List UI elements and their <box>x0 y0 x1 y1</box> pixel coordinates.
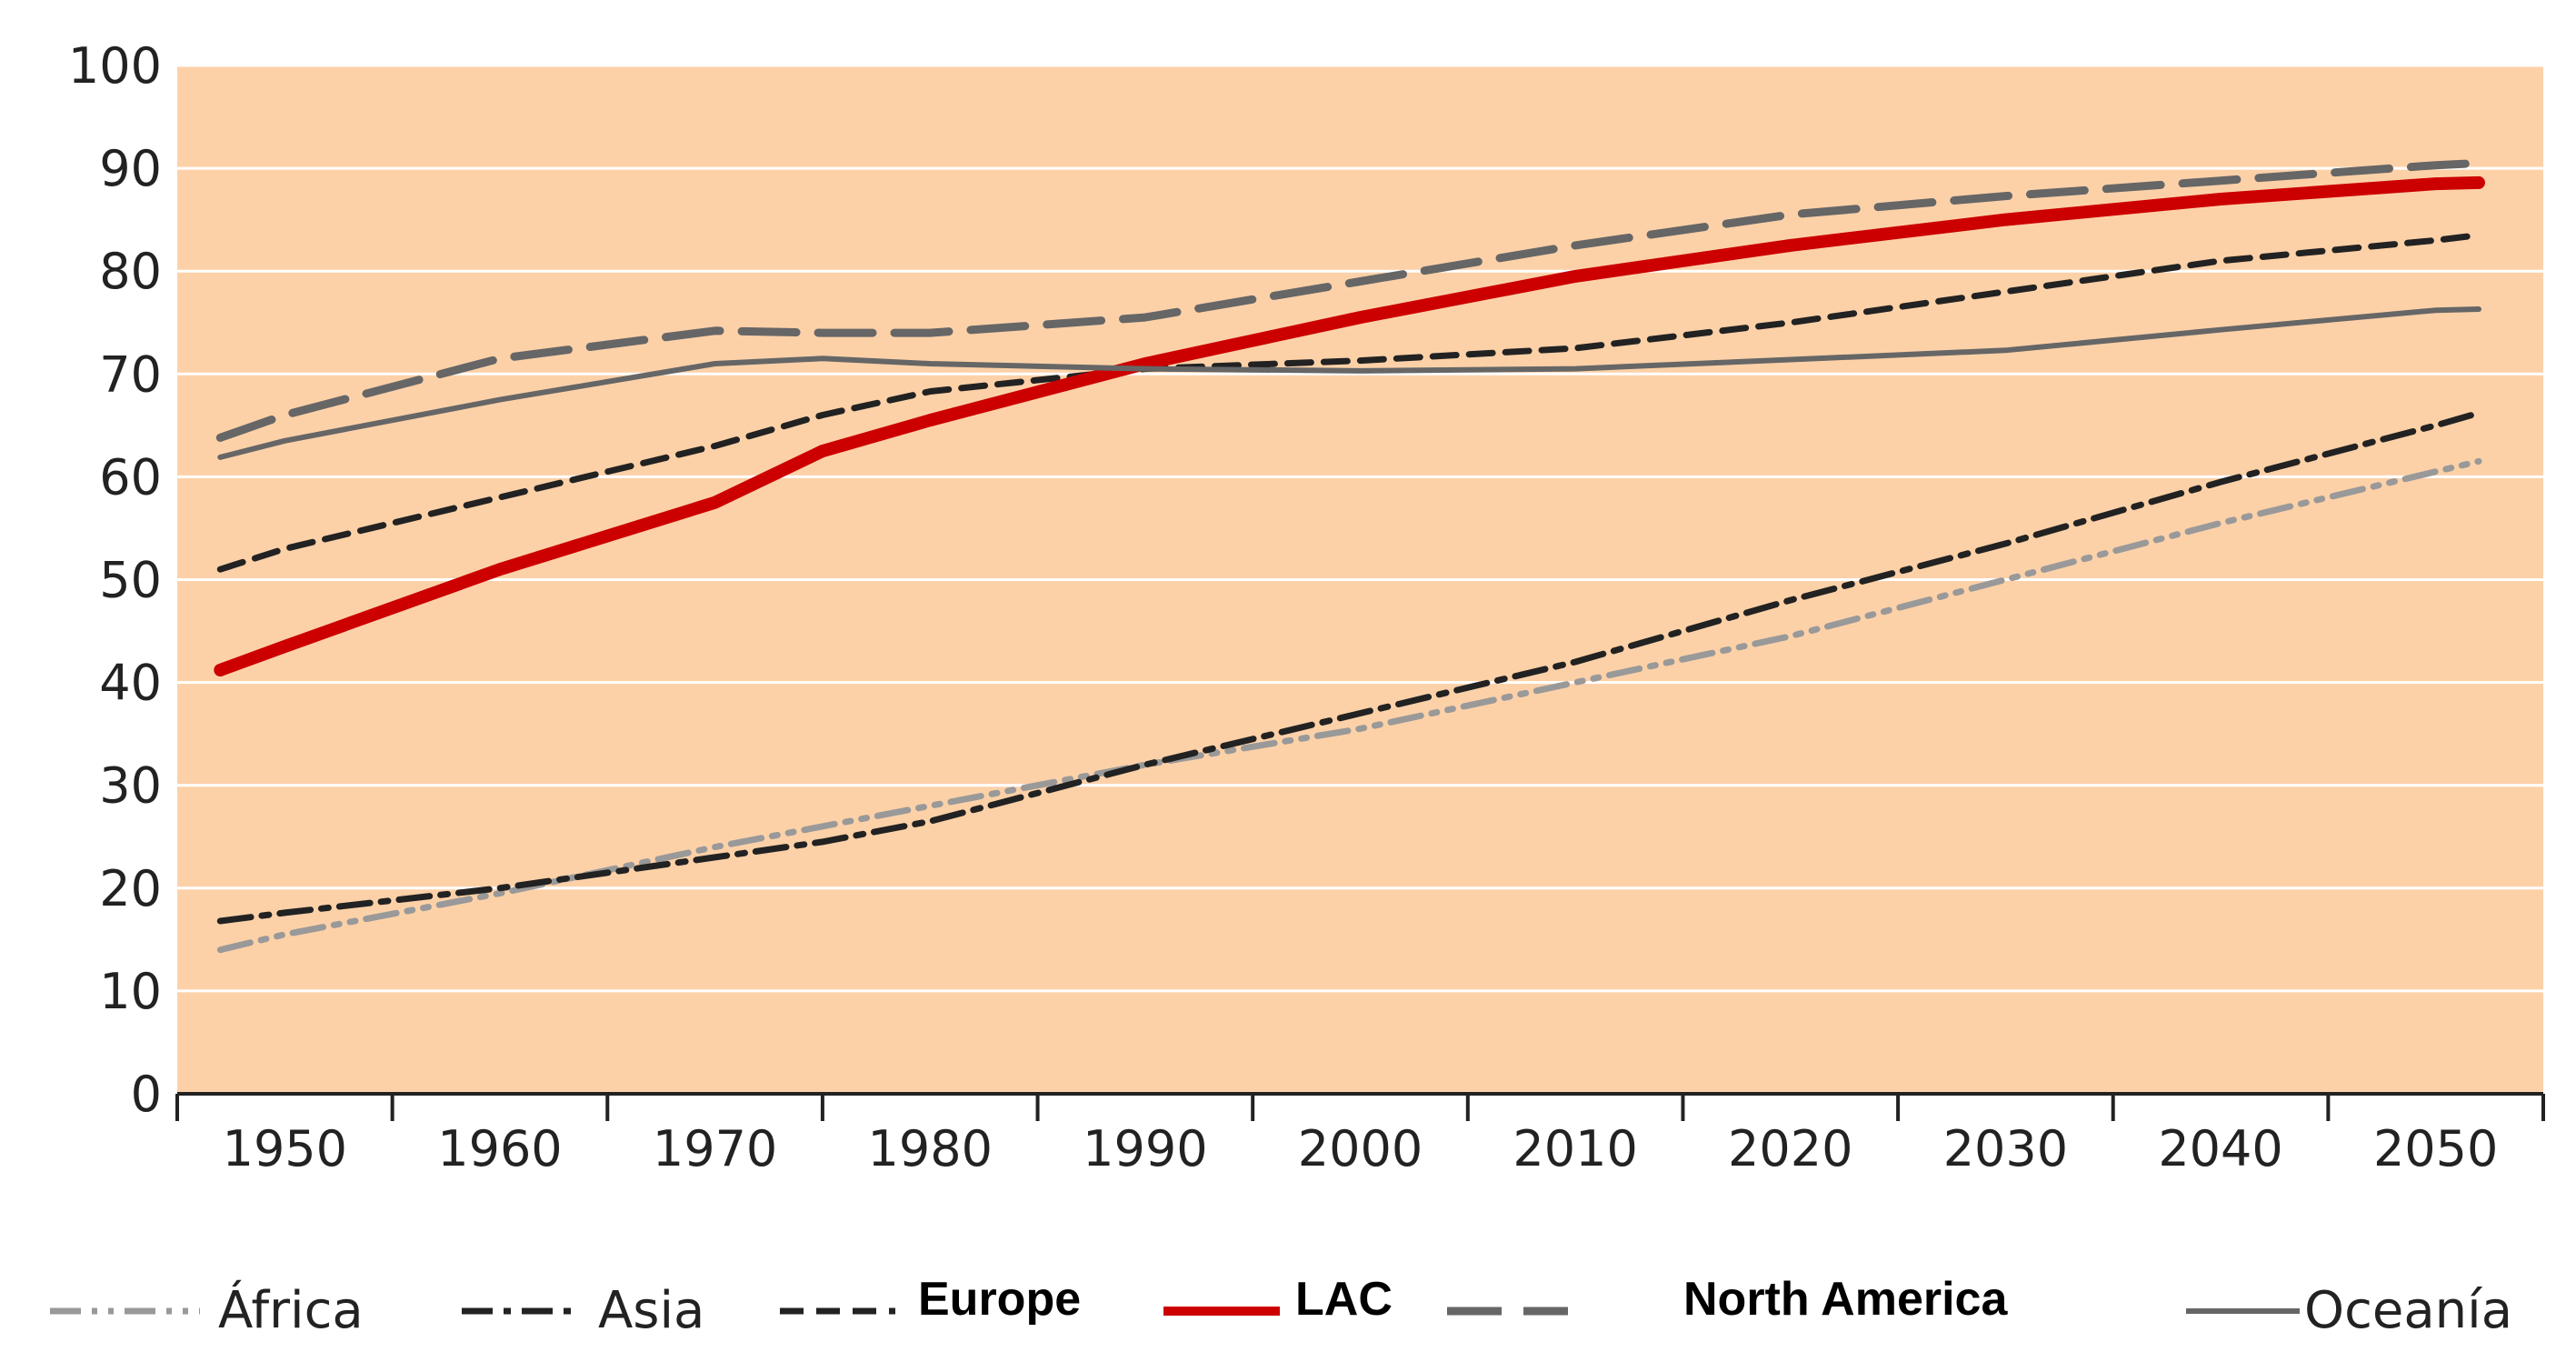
x-tick-label: 2020 <box>1728 1120 1852 1177</box>
x-axis: 1950 1960 1970 1980 1990 2000 2010 2020 2030 2040… <box>175 1092 2545 1177</box>
series-line-asia <box>216 409 2482 925</box>
y-tick-label: 20 <box>99 860 162 917</box>
y-tick-label: 80 <box>99 243 162 300</box>
y-tick-label: 30 <box>99 757 162 815</box>
series-line-lac <box>214 175 2485 676</box>
x-tick-label: 2030 <box>1943 1120 2068 1177</box>
legend-item: Asia <box>462 1281 704 1340</box>
legend-label: North America <box>1683 1273 2008 1326</box>
series-line-europe <box>216 232 2482 573</box>
legend-label: Europe <box>918 1273 1081 1326</box>
y-axis: 0 10 20 30 40 50 60 70 80 90 100 <box>68 37 162 1123</box>
series-lines <box>214 158 2485 954</box>
legend-item: North America <box>1447 1273 2008 1326</box>
series-line-ocean-a <box>217 306 2481 460</box>
x-tick-label: 1950 <box>223 1120 347 1177</box>
legend-item: Europe <box>780 1273 1081 1326</box>
y-tick-label: 50 <box>99 552 162 609</box>
x-tick-label: 1990 <box>1083 1120 1207 1177</box>
y-tick-label: 0 <box>131 1066 162 1123</box>
plot-area <box>177 64 2543 1094</box>
legend-label: África <box>218 1281 364 1340</box>
y-gridlines <box>177 64 2543 993</box>
x-tick-label: 1980 <box>868 1120 993 1177</box>
x-tick-label: 2010 <box>1513 1120 1637 1177</box>
y-tick-label: 10 <box>99 963 162 1020</box>
x-tick-label: 1960 <box>437 1120 562 1177</box>
legend-item: Oceanía <box>2186 1281 2512 1340</box>
legend-item: LAC <box>1163 1273 1393 1326</box>
legend-item: África <box>50 1281 364 1340</box>
x-tick-label: 1970 <box>653 1120 777 1177</box>
legend-label: Asia <box>598 1281 704 1340</box>
y-tick-label: 100 <box>68 37 162 95</box>
x-tick-label: 2000 <box>1298 1120 1423 1177</box>
y-tick-label: 60 <box>99 448 162 506</box>
legend: África Asia Europe LAC North America Oceanía <box>50 1273 2512 1340</box>
legend-label: Oceanía <box>2304 1281 2512 1340</box>
x-tick-label: 2040 <box>2158 1120 2282 1177</box>
series-line-north-america <box>215 158 2483 442</box>
y-tick-label: 70 <box>99 346 162 403</box>
y-tick-label: 40 <box>99 655 162 712</box>
x-tick-label: 2050 <box>2373 1120 2498 1177</box>
legend-label: LAC <box>1295 1273 1393 1326</box>
y-tick-label: 90 <box>99 140 162 197</box>
